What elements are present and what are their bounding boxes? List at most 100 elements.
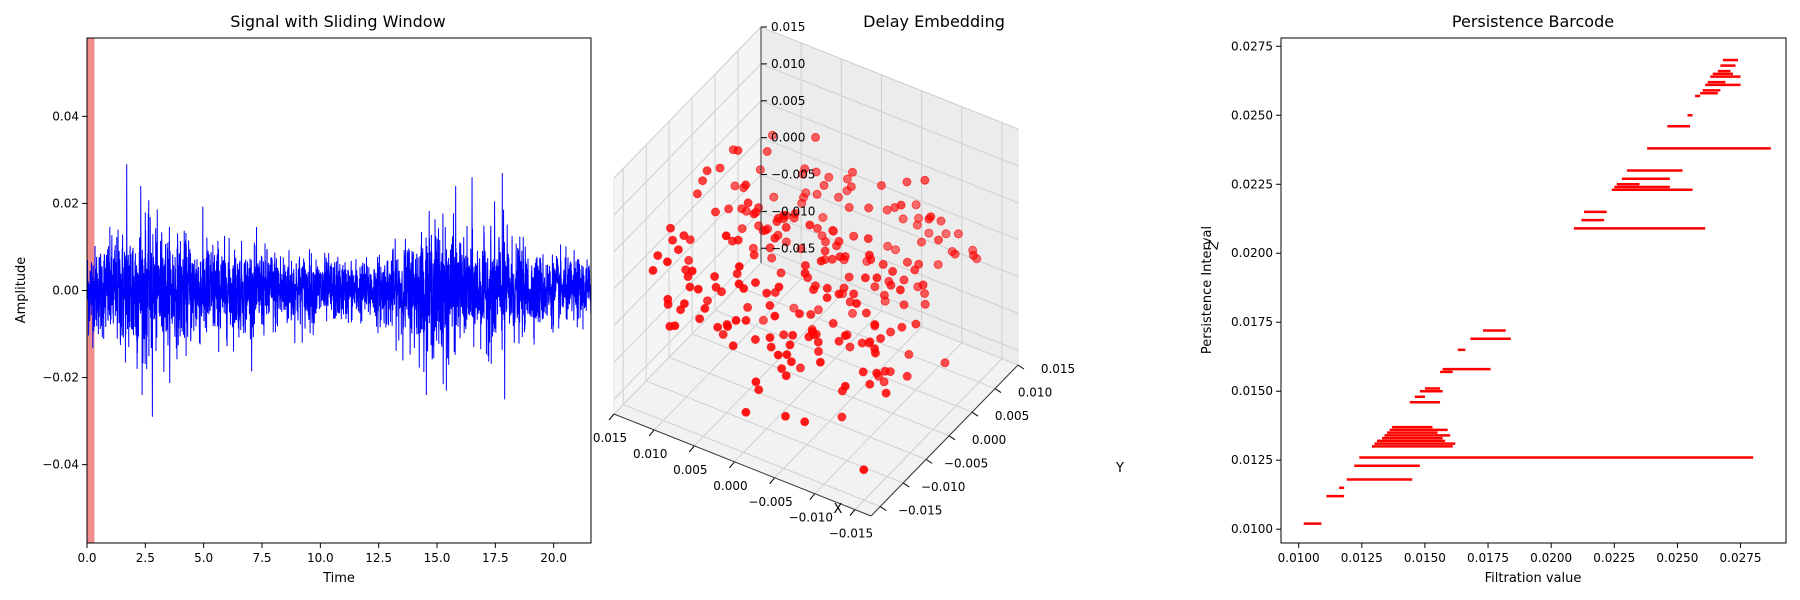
embedding-point (805, 220, 815, 230)
y-tick-label: −0.02 (42, 371, 79, 385)
embedding-point (819, 180, 829, 190)
y-tick-label: 0.0225 (1231, 177, 1273, 191)
x-tick-label: 17.5 (482, 551, 509, 565)
embedding-point (800, 261, 810, 270)
embedding-point (687, 266, 697, 276)
embedding-point (788, 330, 798, 340)
embedding-point (886, 327, 896, 337)
y-tick-mark (925, 458, 933, 464)
embedding-point (806, 310, 816, 319)
embedding-point (865, 379, 875, 389)
embedding-point (800, 164, 810, 174)
embedding-point (693, 284, 703, 294)
embedding-point (858, 367, 868, 377)
embedding-point (834, 192, 843, 202)
embedding-point (711, 282, 721, 292)
embedding-point (781, 371, 791, 381)
embedding-point (786, 357, 796, 367)
embedding-point (872, 273, 882, 283)
embedding-point (743, 198, 753, 208)
embedding-y-axis-label: Y (1115, 461, 1124, 476)
embedding-point (896, 200, 906, 210)
barcode-chart-title: Persistence Barcode (1452, 12, 1614, 31)
embedding-point (692, 189, 702, 199)
embedding-point (827, 254, 837, 264)
signal-x-axis-label: Time (322, 571, 355, 586)
embedding-point (737, 224, 747, 234)
embedding-point (811, 132, 820, 142)
embedding-point (899, 275, 909, 285)
signal-panel: Signal with Sliding Window 0.0 2.5 5.0 7.5 1… (14, 12, 592, 586)
embedding-point (852, 299, 862, 308)
embedding-point (920, 175, 930, 185)
z-tick-label: 0.010 (771, 57, 805, 71)
embedding-point (670, 321, 680, 331)
z-tick-label: −0.015 (771, 241, 815, 255)
y-tick-label: −0.04 (42, 458, 79, 472)
embedding-point (902, 371, 912, 381)
embedding-point (864, 203, 874, 213)
embedding-point (840, 331, 850, 341)
embedding-point (789, 303, 799, 313)
embedding-point (872, 368, 882, 378)
embedding-point (821, 237, 830, 247)
grid-line (653, 278, 802, 431)
embedding-point (811, 167, 821, 177)
grid-line (693, 294, 842, 447)
y-tick-label: 0.010 (1018, 386, 1052, 400)
embedding-point (822, 283, 832, 293)
embedding-point (653, 251, 663, 261)
embedding-point (758, 226, 768, 236)
embedding-point (881, 388, 891, 398)
grid-line (645, 380, 904, 484)
barcode-plot-area (1303, 58, 1771, 525)
y-tick-label: 0.02 (52, 196, 79, 210)
y-tick-mark (948, 435, 956, 441)
y-tick-label: 0.0250 (1231, 108, 1273, 122)
signal-y-axis-label: Amplitude (14, 257, 29, 324)
embedding-point (743, 302, 753, 312)
grid-line (760, 262, 1019, 366)
signal-x-ticks: 0.0 2.5 5.0 7.5 10.0 12.5 15.0 17.5 20.0 (77, 543, 567, 565)
embedding-point (911, 319, 921, 329)
embedding-point (845, 342, 855, 352)
embedding-point (941, 229, 951, 239)
embedding-point (713, 322, 723, 332)
x-tick-label: 20.0 (540, 551, 567, 565)
y-tick-label: 0.015 (1041, 362, 1075, 376)
grid-line (613, 26, 762, 179)
embedding-point (834, 289, 844, 299)
x-tick-label: −0.015 (829, 527, 873, 541)
signal-axes-frame (86, 37, 592, 544)
z-tick-label: 0.005 (771, 94, 805, 108)
embedding-point (718, 330, 728, 339)
embedding-point (767, 130, 777, 140)
embedding-point (741, 407, 751, 417)
embedding-point (749, 209, 759, 219)
embedding-point (824, 172, 834, 182)
embedding-point (731, 315, 741, 325)
grid-line (737, 286, 996, 390)
x-tick-mark (648, 429, 655, 437)
embedding-point (685, 282, 695, 292)
embedding-points (648, 130, 982, 475)
embedding-point (698, 176, 708, 186)
embedding-point (766, 342, 776, 352)
embedding-point (781, 411, 790, 421)
embedding-point (828, 318, 838, 328)
embedding-point (933, 260, 943, 270)
y-tick-mark (994, 388, 1002, 394)
embedding-point (865, 337, 875, 347)
embedding-point (648, 265, 658, 275)
x-tick-mark (769, 477, 776, 485)
embedding-point (695, 314, 705, 324)
grid-line (760, 63, 1019, 167)
embedding-point (785, 340, 795, 350)
barcode-x-ticks: 0.0100 0.0125 0.0150 0.0175 0.0200 0.0225 0.02… (1278, 543, 1762, 565)
z-tick-label: −0.010 (771, 204, 815, 218)
barcode-y-ticks: 0.0100 0.0125 0.0150 0.0175 0.0200 0.0225 0.02… (1231, 39, 1281, 536)
embedding-point (812, 223, 822, 233)
z-tick-label: 0.015 (771, 20, 805, 34)
embedding-point (879, 290, 889, 300)
x-tick-label: 0.0225 (1593, 551, 1635, 565)
